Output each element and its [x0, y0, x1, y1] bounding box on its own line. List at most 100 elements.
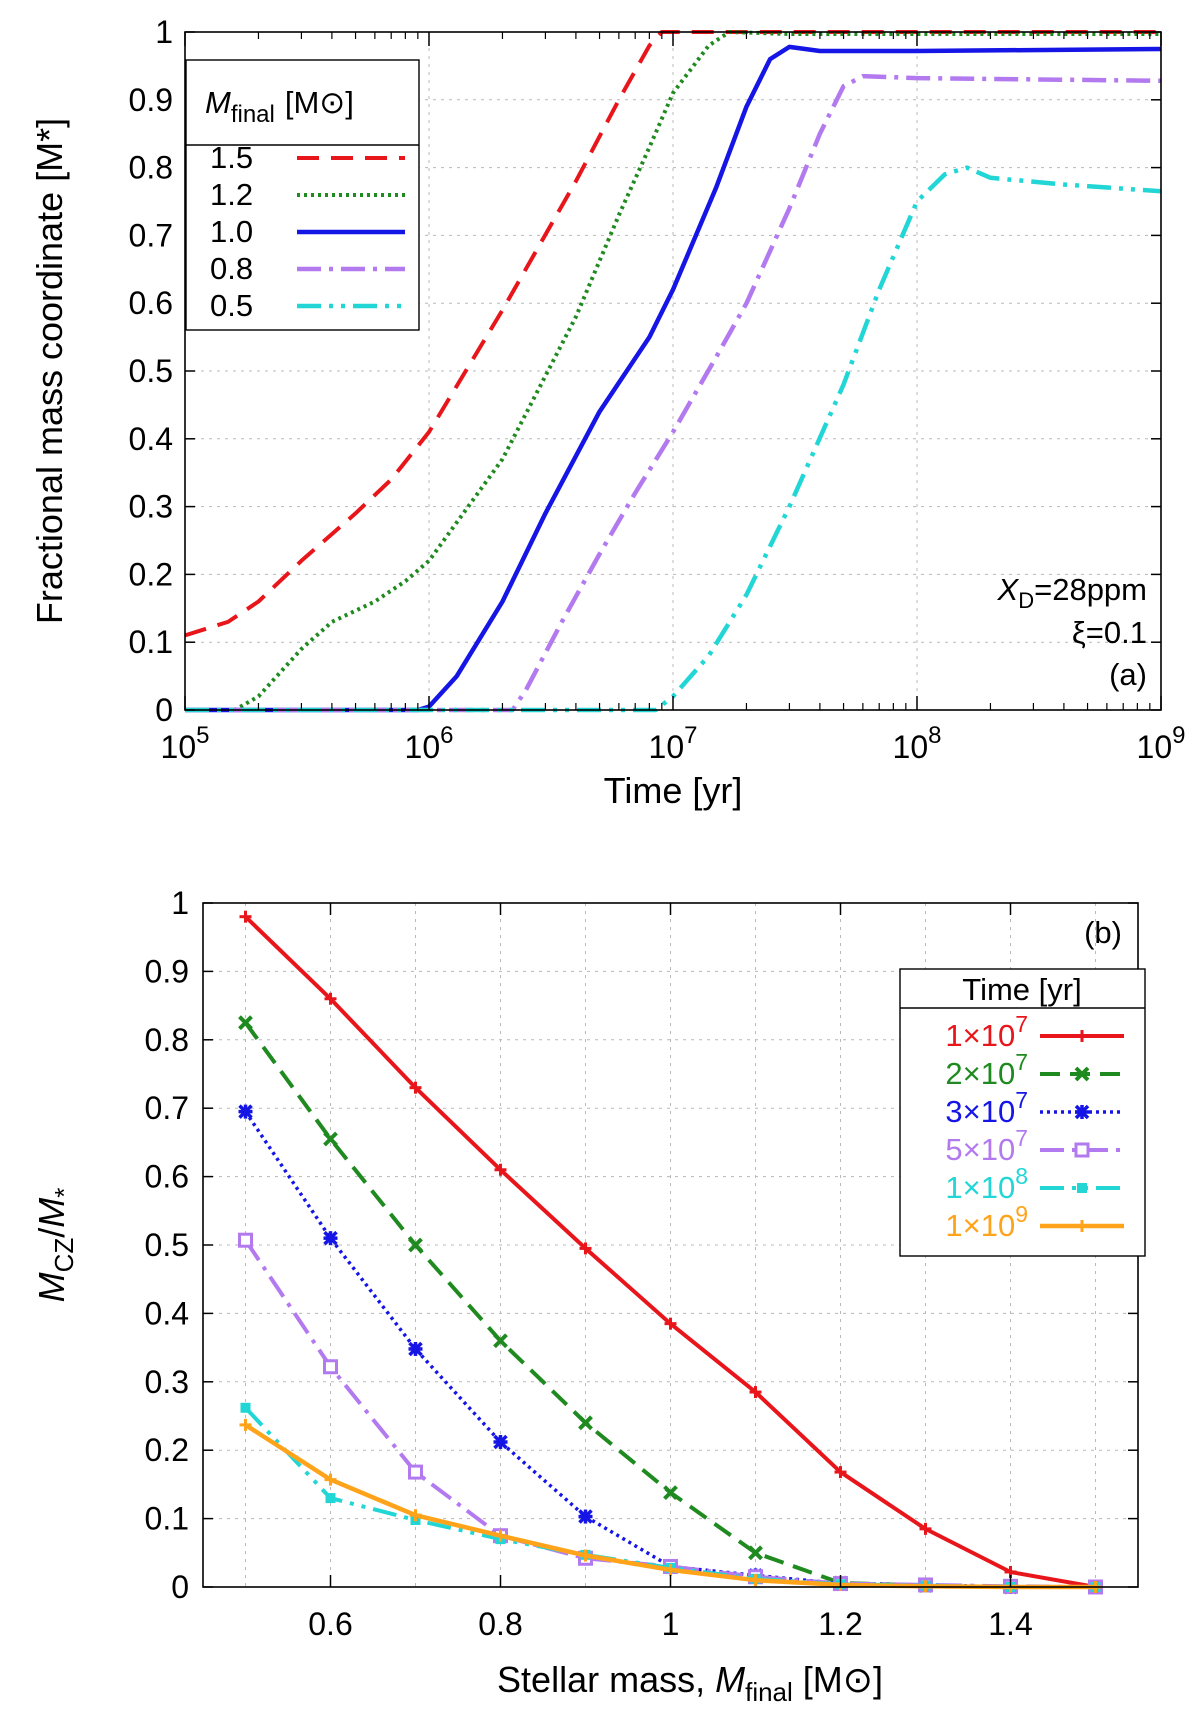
panel-b-series-line-3 [243, 1239, 1096, 1589]
panel-b-y-tick-label: 0.1 [145, 1501, 189, 1537]
panel-b-data-point [748, 1545, 763, 1561]
panel-b-y-tick-label: 0.3 [145, 1364, 189, 1400]
panel-b-x-tick-label: 1.2 [818, 1606, 862, 1642]
panel-a-x-tick-label: 106 [405, 722, 454, 765]
y-title-slash: / [31, 1228, 72, 1238]
panel-b-data-point [239, 910, 252, 923]
panel-a-y-tick-label: 0.2 [129, 556, 173, 592]
panel-b-data-point [323, 1131, 338, 1147]
legend-mantissa: 5×10 [945, 1132, 1015, 1167]
panel-b-y-tick-label: 0.9 [145, 953, 189, 989]
panel-b-data-point [238, 1232, 253, 1248]
marker-bar [323, 1131, 338, 1147]
panel-a-x-tick-label: 107 [649, 722, 698, 765]
panel-a-y-tick-label: 0.8 [129, 150, 173, 186]
tick-base: 10 [893, 729, 929, 765]
tick-exponent: 8 [928, 722, 941, 749]
panel-b-data-point [239, 1418, 252, 1431]
panel-b-data-point [493, 1333, 508, 1349]
panel-b-y-axis-title: MCZ/M* [31, 1188, 79, 1303]
panel-b-data-point [664, 1563, 677, 1576]
panel-b-series-line-2 [244, 1110, 1096, 1589]
legend-title-subscript: final [231, 101, 275, 128]
panel-b-y-tick-labels: 0 0.1 0.2 0.3 0.4 0.5 0.6 0.7 0.8 0.9 1 [145, 885, 189, 1605]
panel-a-y-tick-label: 0.7 [129, 217, 173, 253]
legend-title-symbol: M [205, 85, 231, 120]
panel-a-y-tick-labels: 0 0.1 0.2 0.3 0.4 0.5 0.6 0.7 0.8 0.9 1 [129, 14, 173, 728]
panel-b-label: (b) [1084, 915, 1122, 950]
tick-base: 10 [405, 729, 441, 765]
panel-a-x-tick-label: 108 [893, 722, 942, 765]
panel-b-legend-label: 2×107 [945, 1049, 1028, 1091]
xd-subscript: D [1018, 588, 1034, 613]
x-title-subscript: final [745, 1677, 793, 1707]
panel-b-y-tick-label: 0.5 [145, 1227, 189, 1263]
panel-b-data-point [919, 1522, 932, 1535]
panel-b-data-point [240, 1402, 251, 1413]
x-title-unit: [M⊙] [793, 1659, 883, 1700]
marker-box [408, 1464, 423, 1480]
marker-bar [1074, 1066, 1090, 1082]
panel-a-series [184, 30, 1162, 713]
y-title-symbol-1: M [31, 1272, 72, 1302]
panel-a-legend-label: 1.2 [210, 177, 253, 212]
panel-a-legend-box [185, 59, 420, 331]
panel-a: 00.10.20.30.40.50.60.70.80.91 105 106 107 1… [29, 14, 1185, 811]
marker-box [323, 1359, 338, 1375]
panel-b-y-tick-label: 0.8 [145, 1022, 189, 1058]
panel-b-y-tick-label: 0.4 [145, 1295, 189, 1331]
panel-b-y-tick-label: 0 [171, 1569, 189, 1605]
panel-a-y-tick-label: 0.3 [129, 489, 173, 525]
panel-b-data-point [238, 1015, 253, 1031]
panel-b-x-tick-label: 1.4 [988, 1606, 1032, 1642]
legend-exponent: 7 [1015, 1049, 1028, 1075]
panel-b-data-point [323, 1359, 338, 1375]
panel-b-data-point [493, 1434, 508, 1450]
marker-box [238, 1232, 253, 1248]
x-title-symbol: M [715, 1659, 745, 1700]
panel-b-data-point [749, 1386, 762, 1399]
panel-b-data-point [408, 1341, 423, 1357]
panel-b-data-point [663, 1485, 678, 1501]
panel-a-series-line-1.5 [184, 30, 1161, 638]
marker-bar [663, 1485, 678, 1501]
marker-bar [748, 1545, 763, 1561]
panel-b-data-point [409, 1081, 422, 1094]
tick-exponent: 9 [1172, 722, 1185, 749]
legend-mantissa: 2×10 [945, 1056, 1015, 1091]
tick-base: 10 [161, 729, 197, 765]
panel-b-data-point [324, 1473, 337, 1486]
panel-a-legend-entries: 1.51.21.00.80.5 [210, 140, 405, 323]
panel-b-data-point [834, 1466, 847, 1479]
panel-b-y-tick-label: 0.6 [145, 1159, 189, 1195]
panel-b-ticks [203, 902, 1138, 1588]
panel-b-data-point [494, 1163, 507, 1176]
panel-b-legend-marker [1076, 1220, 1088, 1232]
panel-a-legend: Mfinal [M⊙] 1.51.21.00.80.5 [185, 59, 420, 331]
panel-a-y-axis-title: Fractional mass coordinate [M*] [29, 118, 70, 624]
marker-bar [238, 1015, 253, 1031]
marker-bar [493, 1333, 508, 1349]
panel-b-x-tick-label: 0.6 [308, 1606, 352, 1642]
panel-a-ticks [184, 31, 1162, 711]
panel-b-data-point [579, 1242, 592, 1255]
panel-b-legend-marker [1074, 1066, 1090, 1082]
panel-a-x-tick-labels: 105 106 107 108 109 [161, 722, 1186, 765]
panel-b-legend-label: 5×107 [945, 1125, 1028, 1167]
panel-a-x-tick-label: 105 [161, 722, 210, 765]
y-title-symbol-2: M [31, 1198, 72, 1228]
panel-b-legend-marker [1074, 1104, 1090, 1120]
panel-b-data-point [409, 1509, 422, 1522]
panel-b-data-point [323, 1230, 338, 1246]
panel-b: 0 0.1 0.2 0.3 0.4 0.5 0.6 0.7 0.8 0.9 1 0.6 0.8 1 1.2… [31, 885, 1146, 1707]
panel-b-y-tick-label: 1 [171, 885, 189, 921]
panel-b-x-tick-label: 1 [662, 1606, 680, 1642]
marker-bar [578, 1415, 593, 1431]
panel-a-xi-annotation: ξ=0.1 [1072, 615, 1147, 650]
legend-exponent: 9 [1015, 1201, 1028, 1227]
y-title-subscript-1: CZ [49, 1238, 79, 1273]
panel-b-legend-marker [1076, 1030, 1088, 1042]
y-title-subscript-2: * [49, 1188, 79, 1198]
